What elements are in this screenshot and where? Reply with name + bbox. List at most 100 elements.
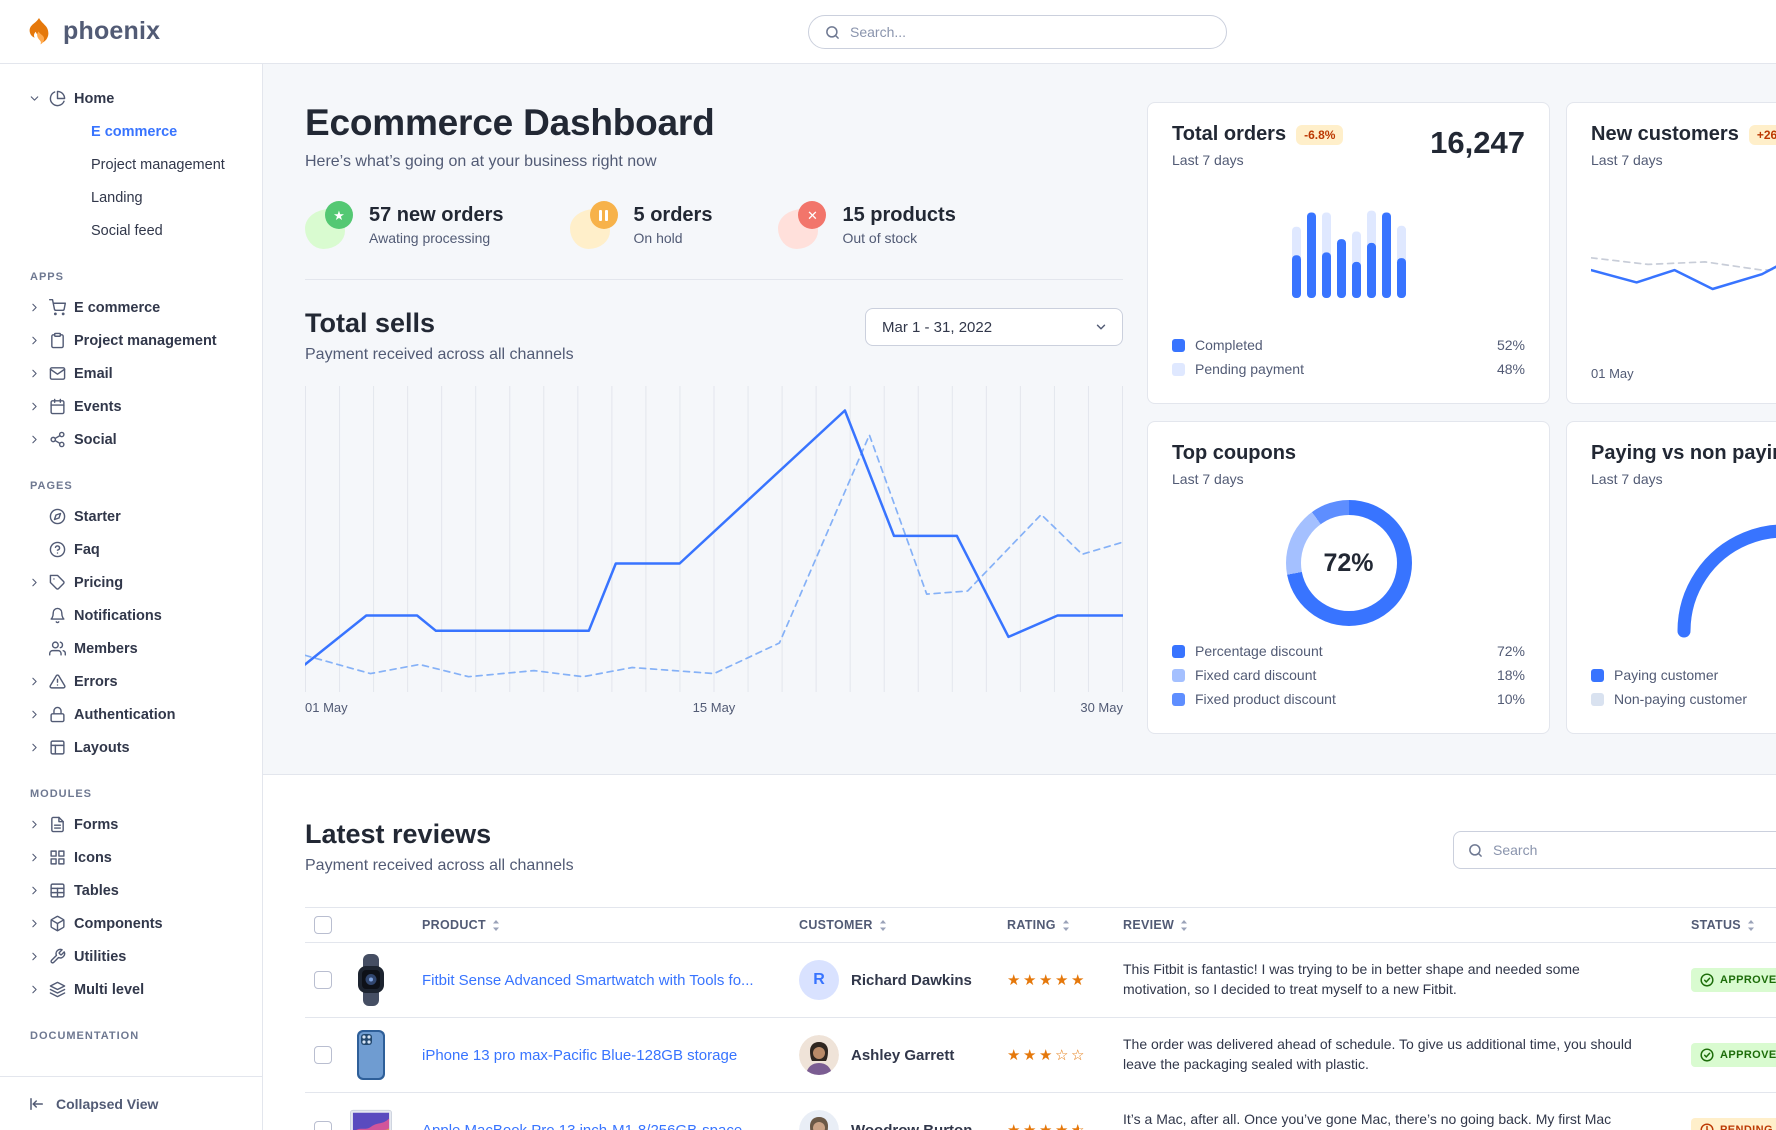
column-header-customer[interactable]: CUSTOMER xyxy=(799,918,1007,932)
collapse-sidebar-button[interactable]: Collapsed View xyxy=(0,1076,262,1130)
sidebar-item-authentication[interactable]: Authentication xyxy=(0,698,262,731)
stat-blob-icon xyxy=(569,201,618,249)
stat-caption: Awating processing xyxy=(369,230,491,246)
stat-caption: On hold xyxy=(633,230,683,246)
product-link[interactable]: iPhone 13 pro max-Pacific Blue-128GB sto… xyxy=(422,1046,738,1064)
sidebar-item-label: Home xyxy=(74,90,115,107)
legend-item: Percentage discount 72% xyxy=(1172,639,1525,663)
chevron-right-icon xyxy=(32,853,37,862)
paying-vs-non-paying-card: Paying vs non paying Last 7 days Paying … xyxy=(1566,421,1776,734)
sidebar-item-label: Components xyxy=(74,915,163,932)
logo[interactable]: phoenix xyxy=(0,17,160,47)
product-link[interactable]: Fitbit Sense Advanced Smartwatch with To… xyxy=(422,971,754,989)
chevron-right-icon xyxy=(32,886,37,895)
column-header-rating[interactable]: RATING xyxy=(1007,918,1123,932)
legend-value: 72% xyxy=(1496,643,1525,659)
date-range-select[interactable]: Mar 1 - 31, 2022 xyxy=(865,308,1123,346)
sidebar-item-components[interactable]: Components xyxy=(0,907,262,940)
lock-icon xyxy=(50,706,65,723)
sidebar-item-layouts[interactable]: Layouts xyxy=(0,731,262,764)
select-all-checkbox[interactable] xyxy=(314,916,332,934)
sidebar-item-errors[interactable]: Errors xyxy=(0,665,262,698)
total-orders-legend: Completed 52% Pending payment 48% xyxy=(1172,333,1525,381)
top-coupons-card: Top coupons Last 7 days 72% Percentage d… xyxy=(1147,421,1550,734)
star-icon: ★ xyxy=(333,207,345,223)
new-customers-chart xyxy=(1591,168,1776,364)
column-header-review[interactable]: REVIEW xyxy=(1123,918,1691,932)
sidebar-item-faq[interactable]: Faq xyxy=(0,533,262,566)
chevron-right-icon xyxy=(32,303,37,312)
row-checkbox[interactable] xyxy=(314,971,332,989)
sidebar-item-social[interactable]: Social xyxy=(0,423,262,456)
sort-icon xyxy=(1062,919,1069,931)
file-text-icon xyxy=(51,816,64,833)
stat-out-of-stock: ✕ 15 products Out of stock xyxy=(778,201,956,249)
sidebar-item-label: Project management xyxy=(74,332,217,349)
bell-icon xyxy=(50,607,65,624)
sidebar-subitem-project-management[interactable]: Project management xyxy=(91,156,225,173)
sidebar-item-label: Notifications xyxy=(74,607,162,624)
sidebar-item-label: Starter xyxy=(74,508,121,525)
avatar xyxy=(799,1110,839,1130)
sidebar-subitem-social-feed[interactable]: Social feed xyxy=(91,222,163,239)
sidebar-subitem-landing[interactable]: Landing xyxy=(91,189,143,206)
review-text: This Fitbit is fantastic! I was trying t… xyxy=(1123,961,1580,997)
avatar xyxy=(799,1035,839,1075)
tool-icon xyxy=(50,948,66,964)
sidebar-item-project-management[interactable]: Project management xyxy=(0,324,262,357)
sidebar-item-tables[interactable]: Tables xyxy=(0,874,262,907)
dashboard-section: Ecommerce Dashboard Here’s what’s going … xyxy=(263,64,1776,774)
sidebar-item-icons[interactable]: Icons xyxy=(0,841,262,874)
sidebar-item-email[interactable]: Email xyxy=(0,357,262,390)
sidebar-item-pricing[interactable]: Pricing xyxy=(0,566,262,599)
customer-name: Richard Dawkins xyxy=(851,971,972,989)
sidebar-item-e-commerce[interactable]: E commerce xyxy=(0,291,262,324)
row-checkbox[interactable] xyxy=(314,1121,332,1130)
avatar: R xyxy=(799,960,839,1000)
chevron-right-icon xyxy=(32,336,37,345)
sidebar-item-notifications[interactable]: Notifications xyxy=(0,599,262,632)
legend-label: Percentage discount xyxy=(1195,643,1323,659)
sidebar-item-events[interactable]: Events xyxy=(0,390,262,423)
column-header-status[interactable]: STATUS xyxy=(1691,918,1776,932)
chevron-down-icon xyxy=(1096,324,1106,330)
sidebar-item-multi-level[interactable]: Multi level xyxy=(0,973,262,1006)
sidebar-item-starter[interactable]: Starter xyxy=(0,500,262,533)
topbar-search-input[interactable] xyxy=(850,24,1210,40)
chevron-right-icon xyxy=(32,820,37,829)
stat-value: 57 new orders xyxy=(369,204,504,226)
pie-chart-icon xyxy=(49,90,66,107)
legend-value: 18% xyxy=(1496,667,1525,683)
sidebar-item-members[interactable]: Members xyxy=(0,632,262,665)
sidebar-subitem-e-commerce[interactable]: E commerce xyxy=(91,123,178,140)
rating-stars: ★★★★☆★ xyxy=(1007,1121,1085,1130)
sidebar-item-label: Social xyxy=(74,431,117,448)
topbar-search[interactable] xyxy=(808,15,1227,49)
total-sells-chart xyxy=(303,386,1125,692)
customer-name: Ashley Garrett xyxy=(851,1046,955,1064)
sidebar-section-label: APPS xyxy=(30,271,64,283)
x-icon: ✕ xyxy=(807,207,818,223)
legend-swatch xyxy=(1591,692,1604,706)
help-circle-icon xyxy=(49,541,66,558)
row-checkbox[interactable] xyxy=(314,1046,332,1064)
reviews-search-input[interactable] xyxy=(1493,842,1770,858)
smartwatch-image xyxy=(358,954,384,1006)
product-link[interactable]: Apple MacBook Pro 13 inch-M1-8/256GB-spa… xyxy=(422,1121,743,1130)
status-badge: APPROVED xyxy=(1691,968,1776,992)
legend-label: Fixed card discount xyxy=(1195,667,1317,683)
sidebar-item-label: E commerce xyxy=(74,299,161,316)
sidebar-item-forms[interactable]: Forms xyxy=(0,808,262,841)
review-text: The order was delivered ahead of schedul… xyxy=(1123,1036,1632,1072)
review-text: It’s a Mac, after all. Once you’ve gone … xyxy=(1123,1111,1612,1128)
legend-item: Fixed card discount 18% xyxy=(1172,663,1525,687)
sidebar-item-home[interactable]: Home xyxy=(0,82,262,115)
column-header-product[interactable]: PRODUCT xyxy=(422,918,799,932)
product-image xyxy=(345,1100,397,1130)
total-orders-value: 16,247 xyxy=(1430,125,1525,160)
table-row: iPhone 13 pro max-Pacific Blue-128GB sto… xyxy=(305,1018,1776,1093)
topbar: phoenix xyxy=(0,0,1776,64)
sidebar-item-utilities[interactable]: Utilities xyxy=(0,940,262,973)
reviews-search[interactable] xyxy=(1453,831,1776,869)
share-icon xyxy=(50,431,65,448)
